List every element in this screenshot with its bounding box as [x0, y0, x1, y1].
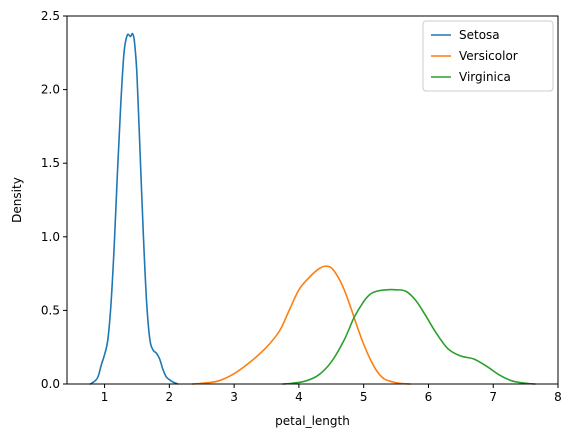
series-line-versicolor	[191, 265, 412, 385]
y-axis-label: Density	[10, 177, 24, 223]
legend: Setosa Versicolor Virginica	[422, 20, 554, 92]
x-tick-label: 5	[360, 390, 368, 404]
y-axis-ticks: 0.0 0.5 1.0 1.5 2.0 2.5	[41, 9, 67, 391]
legend-box	[422, 20, 554, 92]
legend-label-virginica: Virginica	[459, 70, 511, 84]
y-tick-label: 1.0	[41, 230, 60, 244]
legend-label-setosa: Setosa	[459, 28, 500, 42]
x-tick-label: 3	[230, 390, 238, 404]
axes-frame	[66, 15, 559, 385]
x-tick-label: 2	[166, 390, 174, 404]
y-tick-label: 2.0	[41, 83, 60, 97]
y-tick-label: 2.5	[41, 9, 60, 23]
y-tick-label: 0.0	[41, 377, 60, 391]
x-tick-label: 7	[489, 390, 497, 404]
legend-label-versicolor: Versicolor	[459, 49, 518, 63]
series-line-setosa	[89, 32, 179, 385]
series-line-virginica	[281, 288, 537, 385]
x-tick-label: 6	[425, 390, 433, 404]
x-axis-ticks: 1 2 3 4 5 6 7 8	[101, 384, 562, 404]
y-tick-label: 0.5	[41, 303, 60, 317]
density-lines	[89, 32, 537, 385]
x-axis-label: petal_length	[275, 414, 350, 428]
x-tick-label: 4	[295, 390, 303, 404]
x-tick-label: 1	[101, 390, 109, 404]
y-tick-label: 1.5	[41, 156, 60, 170]
x-tick-label: 8	[554, 390, 562, 404]
